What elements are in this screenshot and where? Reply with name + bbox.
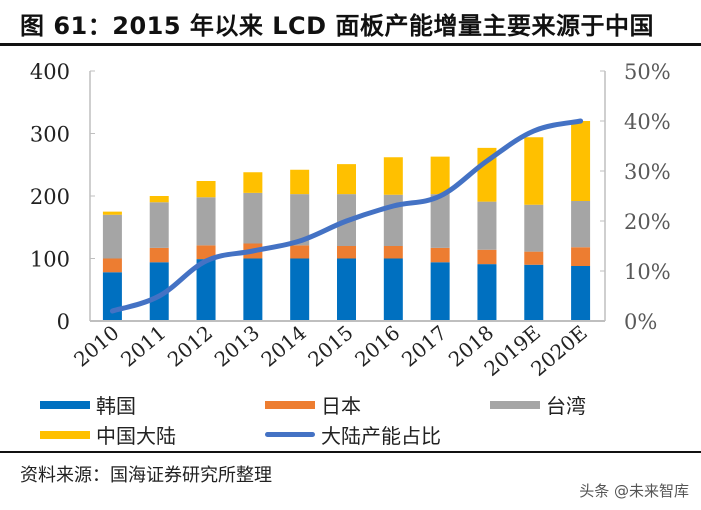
bar-mainland-2012: [196, 181, 216, 198]
bar-korea-2011: [149, 262, 169, 321]
bar-korea-2015: [337, 258, 356, 321]
bar-taiwan-2012: [196, 197, 216, 246]
x-tick-label: 2012: [163, 320, 217, 371]
bar-japan-2012: [196, 245, 216, 260]
share-line-series: [109, 118, 584, 314]
legend-label: 韩国: [96, 394, 136, 418]
bar-mainland-2020E: [571, 121, 591, 201]
x-tick-label: 2013: [210, 320, 264, 371]
legend-label: 日本: [321, 394, 361, 418]
right-axis-ticks: 0% 10% 20% 30% 40% 50%: [600, 60, 671, 334]
bar-korea-2019E: [524, 264, 544, 321]
bar-mainland-2018: [477, 147, 497, 202]
x-axis-labels: 2010201120122013201420152016201720182019…: [69, 320, 592, 380]
bar-mainland-2015: [337, 164, 356, 195]
bar-japan-2014: [290, 245, 310, 259]
bar-korea-2014: [290, 258, 310, 321]
bar-japan-2015: [337, 246, 356, 259]
bar-taiwan-2017: [430, 194, 450, 248]
bar-taiwan-2013: [243, 192, 263, 244]
bar-mainland-2019E: [524, 137, 544, 205]
left-axis-ticks: 0 100 200 300 400: [30, 60, 95, 334]
bar-korea-2010: [102, 272, 122, 321]
legend-item-japan: 日本: [265, 390, 361, 419]
bar-japan-2010: [102, 258, 122, 273]
bar-japan-2017: [430, 247, 450, 263]
legend-label: 台湾: [546, 394, 586, 418]
bar-mainland-2013: [243, 172, 263, 193]
bar-japan-2016: [383, 246, 403, 259]
right-tick-label: 0%: [624, 310, 657, 334]
title-divider: [0, 43, 701, 46]
legend-item-korea: 韩国: [40, 390, 136, 419]
bar-korea-2017: [430, 262, 450, 321]
bar-mainland-2014: [290, 169, 310, 195]
right-tick-label: 10%: [624, 260, 671, 284]
bar-taiwan-2020E: [571, 201, 591, 248]
left-tick-label: 200: [30, 185, 70, 209]
footer-divider: [0, 451, 701, 453]
bar-taiwan-2011: [149, 202, 169, 248]
source-note: 资料来源：国海证券研究所整理: [20, 465, 272, 486]
right-tick-label: 30%: [624, 160, 671, 184]
watermark: 头条 @未来智库: [579, 482, 689, 500]
legend-swatch-mainland: [40, 430, 90, 439]
left-tick-label: 100: [30, 248, 70, 272]
legend-item-mainland: 中国大陆: [40, 420, 176, 449]
x-tick-label: 2011: [116, 320, 170, 371]
bar-taiwan-2010: [102, 214, 122, 259]
legend-line-share: [265, 432, 315, 437]
x-tick-label: 2016: [350, 320, 404, 371]
left-tick-label: 400: [30, 60, 70, 84]
legend-item-share-line: 大陆产能占比: [265, 420, 441, 449]
left-tick-label: 0: [57, 310, 70, 334]
right-tick-label: 20%: [624, 210, 671, 234]
bar-mainland-2011: [149, 196, 169, 203]
bar-japan-2020E: [571, 247, 591, 266]
legend: 韩国 日本 台湾 中国大陆 大陆产能占比: [40, 390, 660, 450]
legend-label: 中国大陆: [96, 424, 176, 448]
x-tick-label: 2010: [69, 320, 123, 371]
bar-korea-2013: [243, 258, 263, 321]
bar-korea-2020E: [571, 266, 591, 321]
bar-taiwan-2014: [290, 194, 310, 246]
bar-japan-2018: [477, 249, 497, 265]
bar-mainland-2010: [102, 211, 122, 215]
bar-korea-2016: [383, 258, 403, 321]
bar-japan-2019E: [524, 251, 544, 265]
bar-mainland-2017: [430, 156, 450, 195]
bar-mainland-2016: [383, 157, 403, 195]
chart-title: 图 61：2015 年以来 LCD 面板产能增量主要来源于中国: [20, 12, 654, 40]
stacked-bar-line-chart: 0 100 200 300 400 0% 10% 20% 30% 40% 50% 20102011…: [30, 60, 671, 381]
x-tick-label: 2015: [303, 320, 357, 371]
right-tick-label: 50%: [624, 60, 671, 84]
x-tick-label: 2014: [256, 320, 310, 371]
left-tick-label: 300: [30, 123, 70, 147]
bar-japan-2011: [149, 247, 169, 263]
x-tick-label: 2017: [397, 320, 451, 371]
bar-korea-2018: [477, 264, 497, 321]
bar-taiwan-2019E: [524, 204, 544, 252]
legend-item-taiwan: 台湾: [490, 390, 586, 419]
legend-swatch-japan: [265, 400, 315, 409]
axes: [89, 71, 606, 322]
legend-swatch-taiwan: [490, 400, 540, 409]
bar-korea-2012: [196, 259, 216, 321]
legend-swatch-korea: [40, 400, 90, 409]
right-tick-label: 40%: [624, 110, 671, 134]
legend-label: 大陆产能占比: [321, 424, 441, 448]
bar-taiwan-2018: [477, 201, 497, 250]
